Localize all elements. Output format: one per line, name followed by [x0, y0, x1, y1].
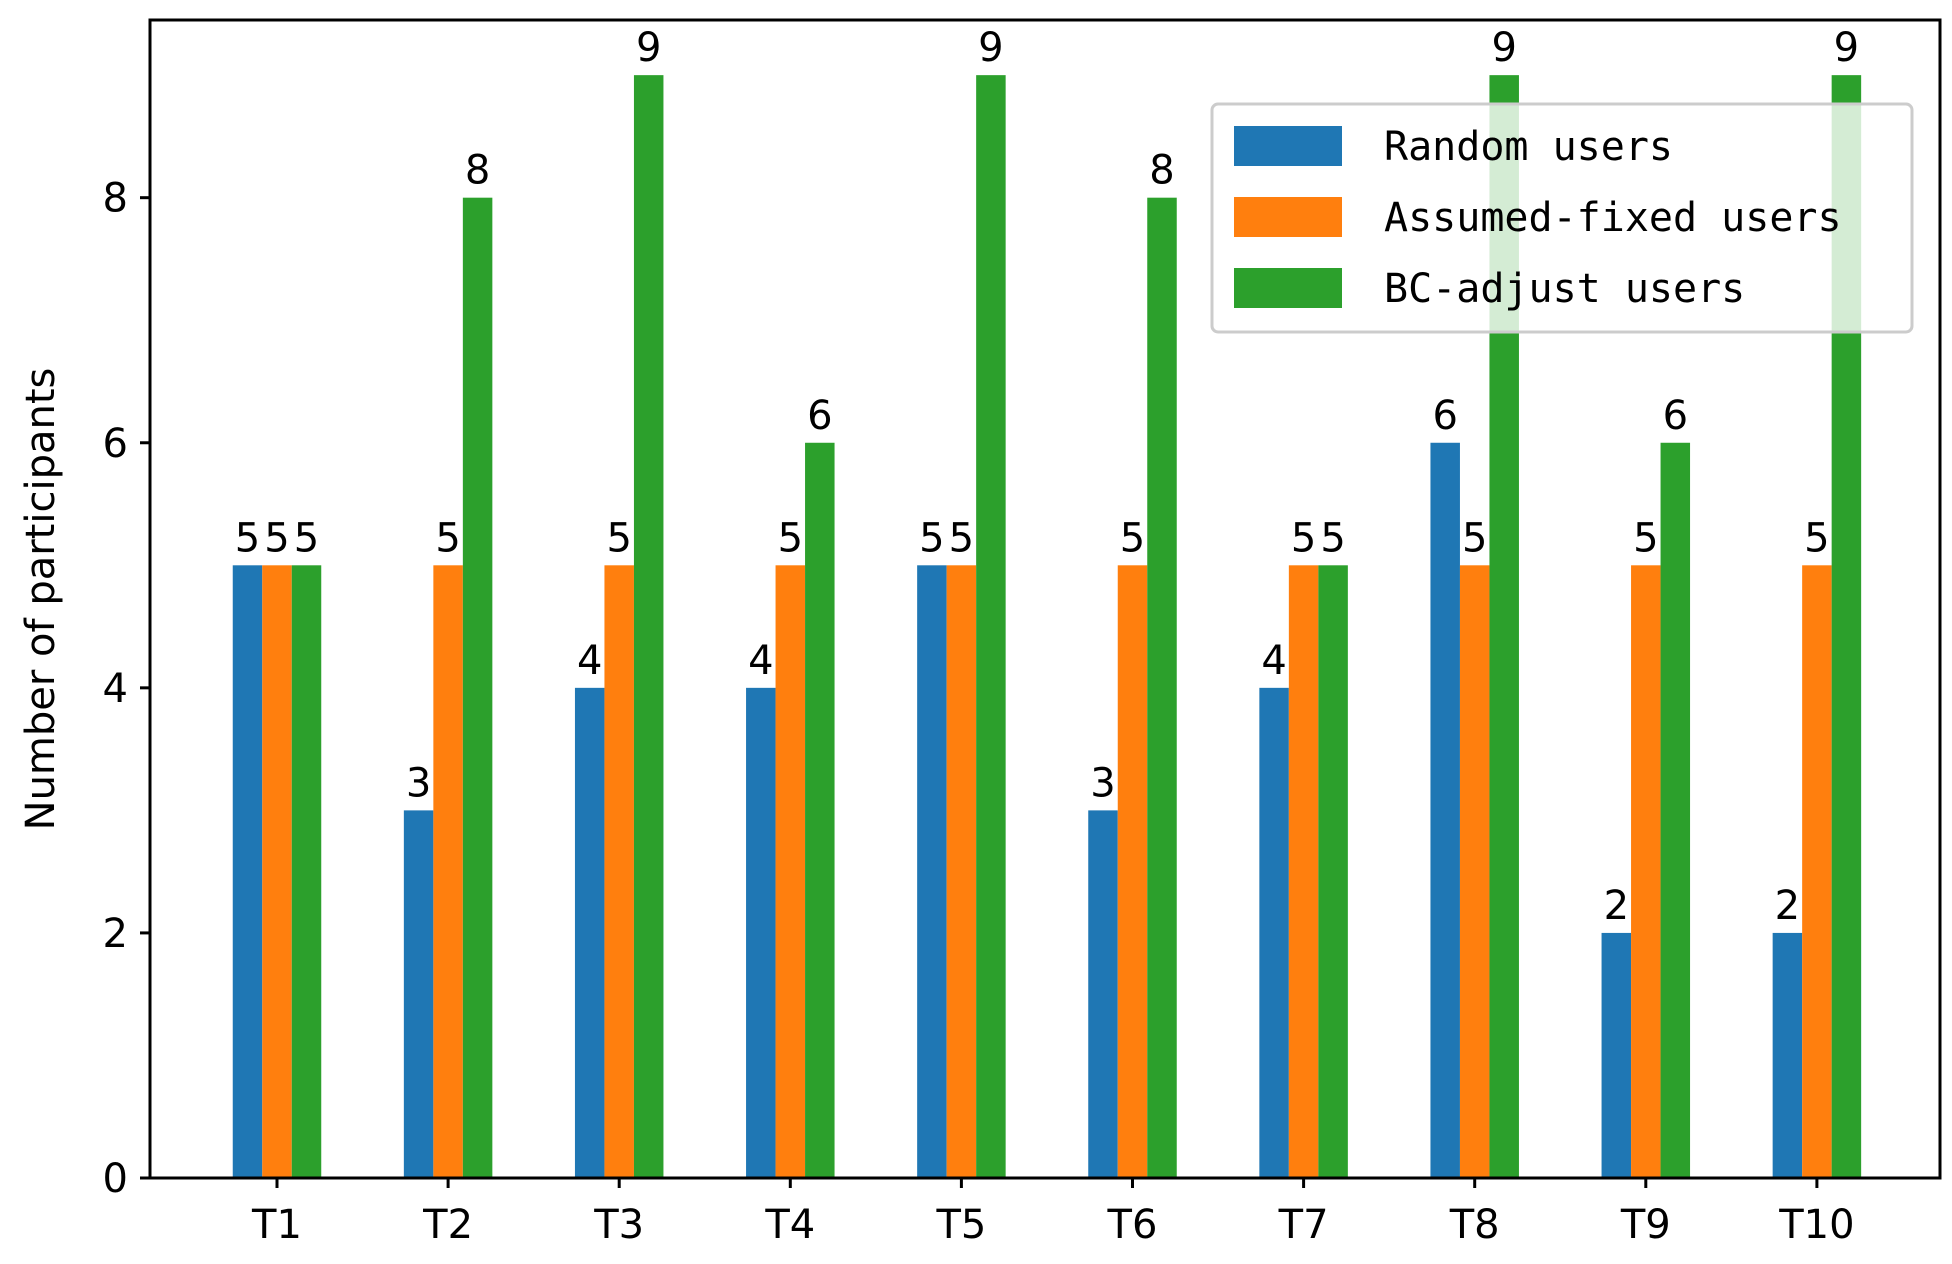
data-label: 6 — [807, 393, 832, 439]
bar-T2-bc-adjust-users — [462, 197, 493, 1178]
y-tick-label: 2 — [103, 911, 128, 957]
x-tick-label: T7 — [1278, 1202, 1329, 1248]
data-label: 5 — [264, 515, 289, 561]
data-label: 5 — [949, 515, 974, 561]
bar-T5-random-users — [917, 565, 947, 1178]
data-label: 8 — [465, 148, 490, 194]
axes-frame — [148, 18, 1942, 1180]
legend-label: Assumed-fixed users — [1384, 195, 1842, 241]
bar-T6-assumed-fixed-users — [1117, 565, 1148, 1178]
legend-label: Random users — [1384, 124, 1673, 170]
data-label: 5 — [778, 515, 803, 561]
x-tick-label: T9 — [1620, 1202, 1671, 1248]
legend-swatch — [1234, 197, 1342, 237]
data-label: 5 — [1804, 515, 1829, 561]
bar-T5-assumed-fixed-users — [946, 565, 977, 1178]
bar-T7-bc-adjust-users — [1318, 565, 1348, 1178]
bar-T6-random-users — [1088, 810, 1118, 1178]
legend: Random users Assumed-fixed users BC-adjust… — [1210, 102, 1914, 334]
legend-box — [1210, 102, 1914, 334]
data-label: 5 — [1633, 515, 1658, 561]
data-label: 9 — [636, 25, 661, 71]
x-tick-label: T3 — [593, 1202, 644, 1248]
y-tick-label: 6 — [103, 421, 128, 467]
bar-T1-assumed-fixed-users — [262, 565, 292, 1178]
bar-T4-assumed-fixed-users — [775, 565, 806, 1178]
data-label: 5 — [1462, 515, 1487, 561]
x-tick-label: T8 — [1449, 1202, 1500, 1248]
bar-T9-assumed-fixed-users — [1631, 565, 1661, 1178]
data-label: 3 — [1090, 760, 1115, 806]
data-label: 5 — [919, 515, 944, 561]
data-label: 8 — [1149, 148, 1174, 194]
data-label: 9 — [1491, 25, 1516, 71]
bar-T4-random-users — [746, 687, 776, 1178]
bar-T8-assumed-fixed-users — [1459, 565, 1490, 1178]
data-label: 3 — [406, 760, 431, 806]
bar-T7-random-users — [1259, 687, 1289, 1178]
data-label: 6 — [1432, 393, 1457, 439]
x-tick-label: T2 — [422, 1202, 473, 1248]
x-tick-label: T6 — [1107, 1202, 1158, 1248]
data-label: 6 — [1663, 393, 1688, 439]
bar-T9-bc-adjust-users — [1660, 442, 1691, 1178]
bar-T10-assumed-fixed-users — [1802, 565, 1832, 1178]
data-label: 5 — [1291, 515, 1316, 561]
data-label: 9 — [1834, 25, 1859, 71]
bar-T5-bc-adjust-users — [976, 75, 1006, 1179]
bar-T9-random-users — [1601, 932, 1632, 1178]
data-label: 4 — [577, 638, 602, 684]
data-label: 2 — [1775, 883, 1800, 929]
data-label: 5 — [235, 515, 260, 561]
y-tick-label: 0 — [103, 1156, 128, 1202]
legend-label: BC-adjust users — [1384, 266, 1745, 312]
data-label: 5 — [606, 515, 631, 561]
data-label: 5 — [294, 515, 319, 561]
bar-T7-assumed-fixed-users — [1288, 565, 1319, 1178]
bars-layer — [232, 75, 1862, 1179]
y-tick-label: 8 — [103, 176, 128, 222]
bar-T3-bc-adjust-users — [633, 75, 664, 1179]
data-label: 5 — [1120, 515, 1145, 561]
x-tick-label: T4 — [764, 1202, 815, 1248]
bar-T1-random-users — [232, 565, 263, 1178]
bar-T8-random-users — [1430, 442, 1460, 1178]
axes-layer: 0 2 4 6 8 T1 T2 T3 T4 T5 T6 T7 T8 T9 T10 — [103, 18, 1942, 1248]
x-tick-label: T10 — [1778, 1202, 1854, 1248]
legend-swatch — [1234, 126, 1342, 166]
y-tick-label: 4 — [103, 666, 128, 712]
data-label: 4 — [1261, 638, 1286, 684]
bar-T3-random-users — [574, 687, 605, 1178]
data-label: 5 — [1320, 515, 1345, 561]
data-label: 2 — [1604, 883, 1629, 929]
bar-T4-bc-adjust-users — [805, 442, 835, 1178]
bar-T10-random-users — [1772, 932, 1803, 1178]
x-tick-label: T5 — [935, 1202, 986, 1248]
x-tick-label: T1 — [251, 1202, 302, 1248]
data-label: 4 — [748, 638, 773, 684]
legend-swatch — [1234, 268, 1342, 308]
bar-T3-assumed-fixed-users — [604, 565, 634, 1178]
bar-T1-bc-adjust-users — [291, 565, 322, 1178]
data-label: 5 — [435, 515, 460, 561]
bar-T2-random-users — [403, 810, 434, 1178]
y-axis-label: Number of participants — [18, 368, 64, 831]
bar-T2-assumed-fixed-users — [433, 565, 463, 1178]
bar-T6-bc-adjust-users — [1147, 197, 1177, 1178]
data-label: 9 — [978, 25, 1003, 71]
